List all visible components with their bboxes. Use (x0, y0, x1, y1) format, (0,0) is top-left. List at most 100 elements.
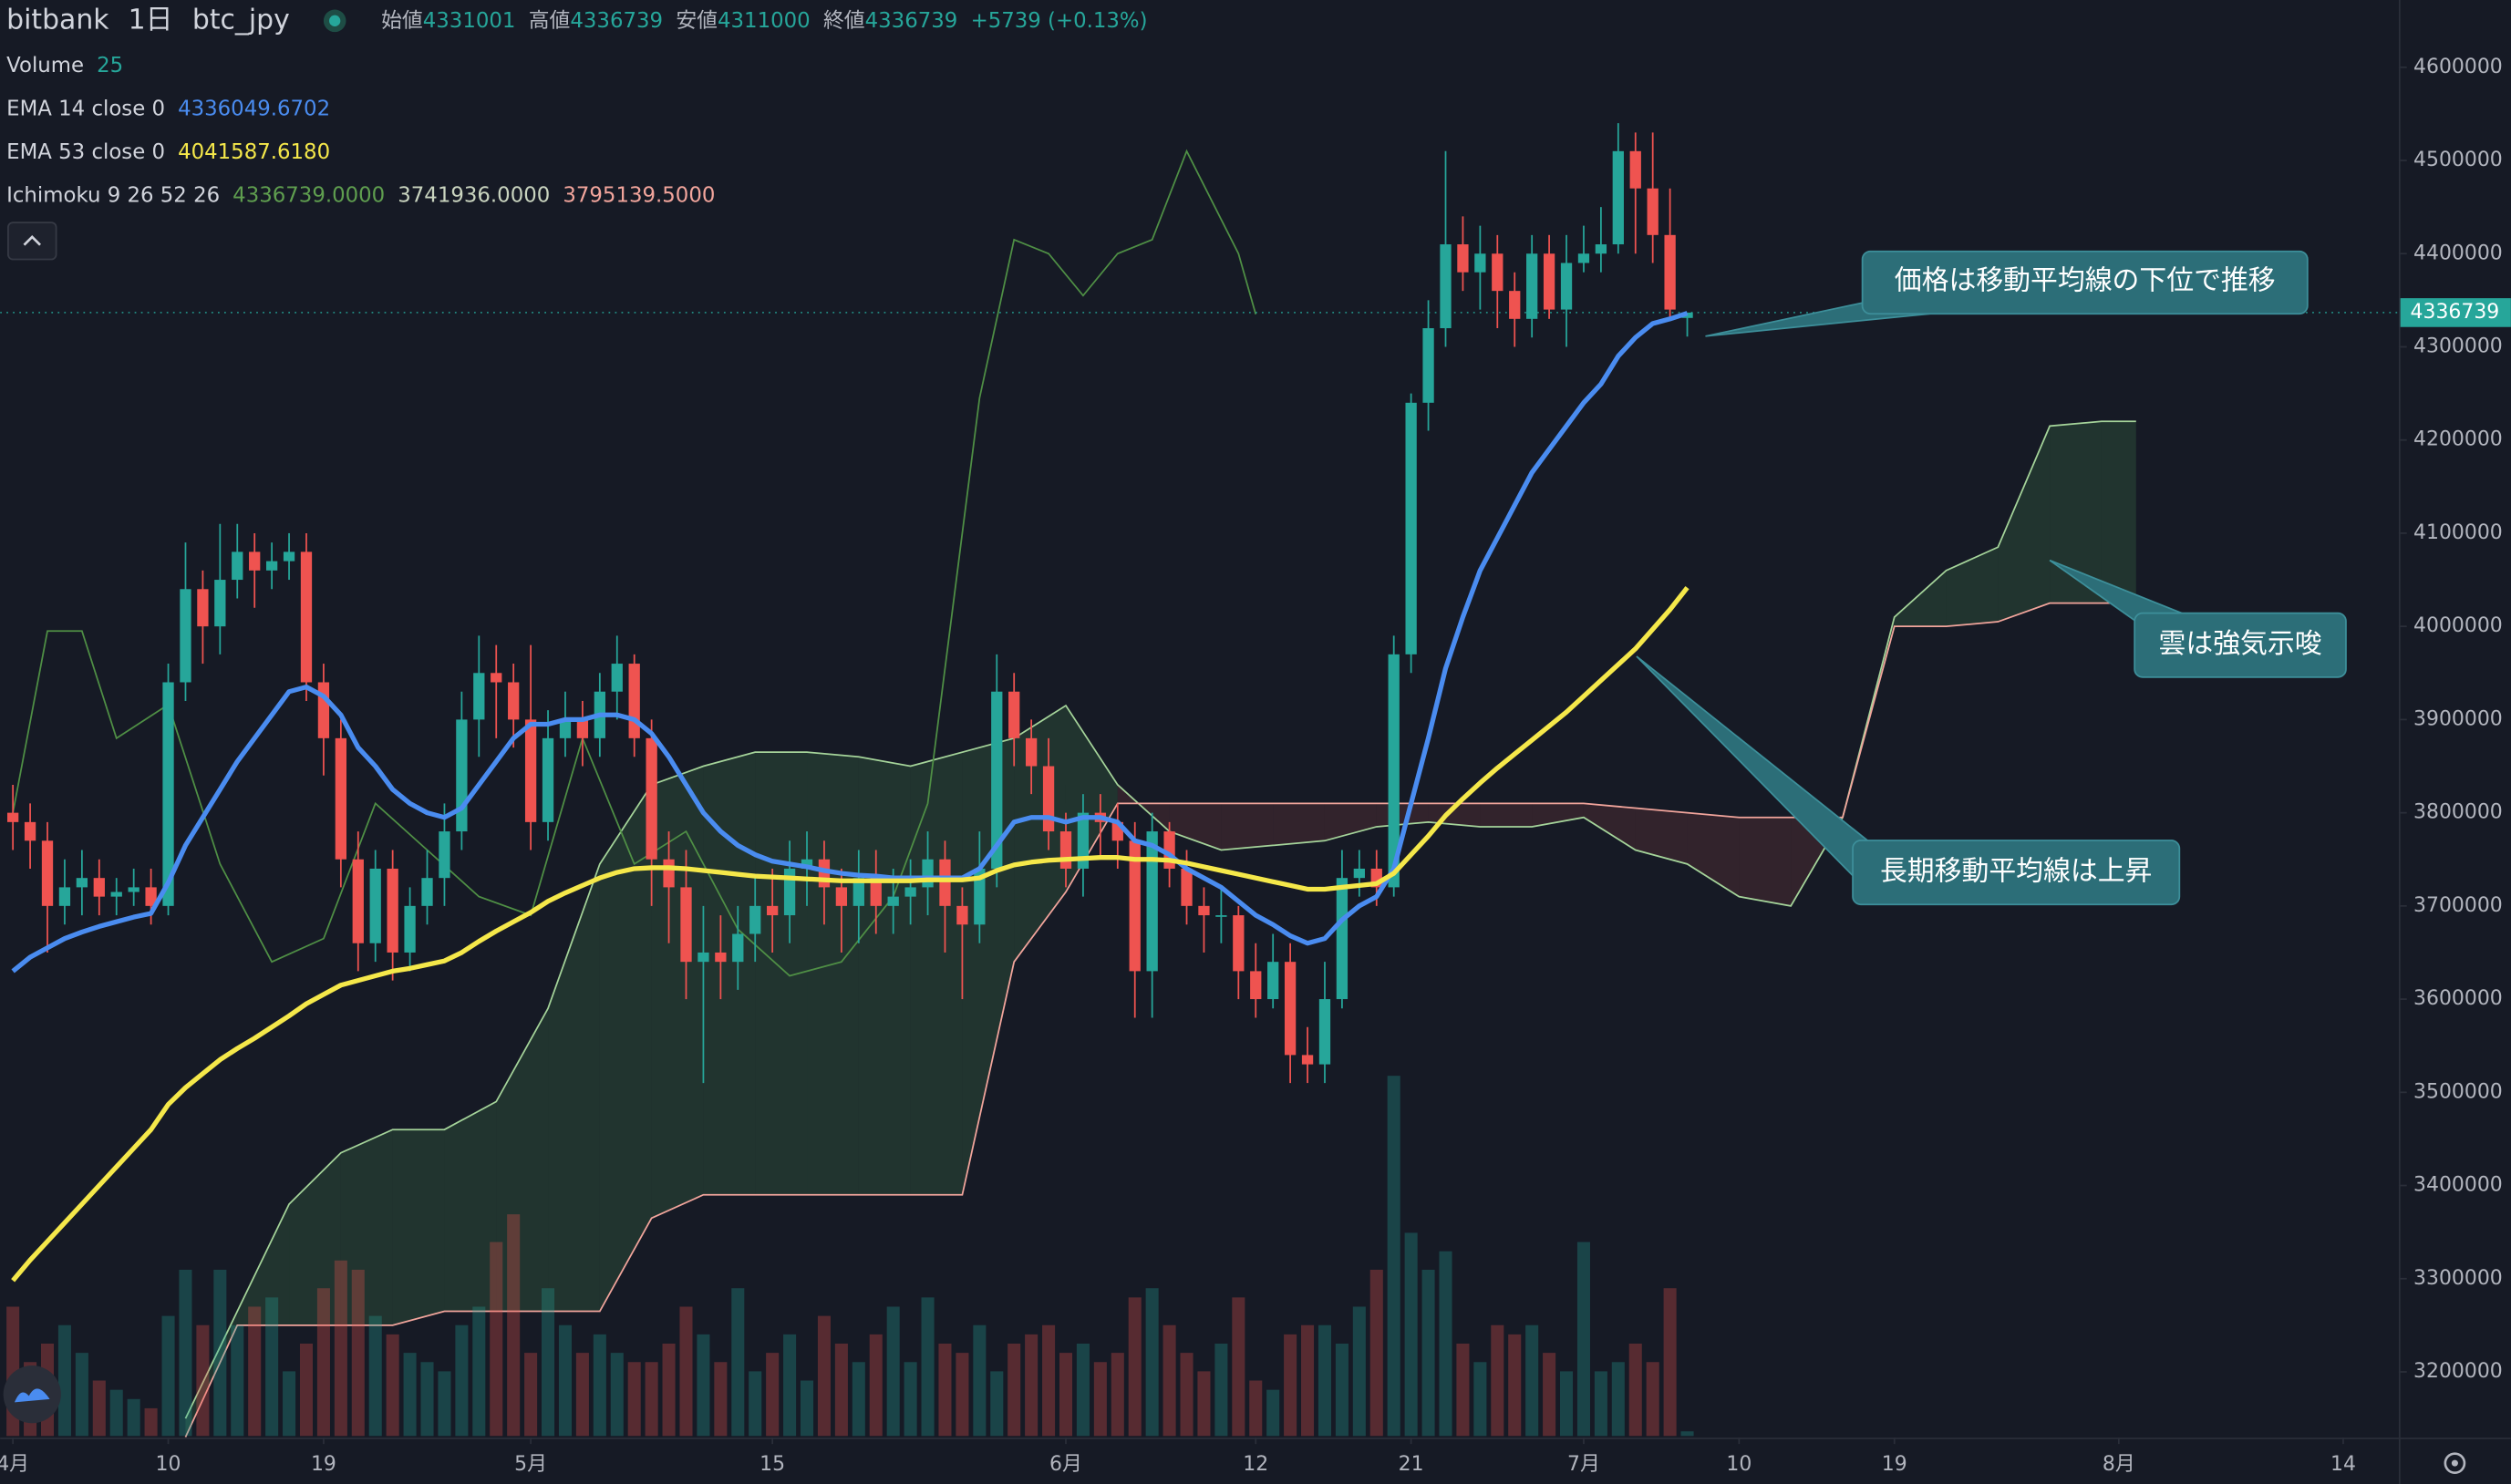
candle-body (1474, 253, 1486, 273)
candle-body (1629, 150, 1641, 189)
y-tick-label: 3200000 (2413, 1360, 2503, 1383)
volume-bar (1232, 1297, 1245, 1437)
candle-body (404, 905, 416, 953)
candle-body (24, 821, 36, 841)
ema-line (11, 311, 1689, 974)
candle-body (145, 887, 157, 906)
x-tick-label: 21 (1399, 1453, 1424, 1476)
candle-body (317, 682, 330, 738)
volume-bar (524, 1353, 538, 1437)
candle-body (1301, 1055, 1314, 1065)
volume-bar (1421, 1269, 1435, 1437)
symbol[interactable]: btc_jpy (192, 4, 290, 36)
y-tick-label: 4100000 (2413, 521, 2503, 544)
cloud-fill (1532, 803, 1584, 827)
cloud-fill (444, 1101, 497, 1312)
volume-bar (109, 1389, 123, 1437)
settings-icon[interactable] (2444, 1452, 2466, 1475)
y-tick-label: 3400000 (2413, 1174, 2503, 1197)
candle-body (1284, 962, 1297, 1056)
candle-body (1440, 244, 1452, 329)
volume-bar (1284, 1334, 1297, 1437)
candle-body (1577, 253, 1590, 263)
volume-bar (593, 1334, 606, 1437)
candle-body (1595, 244, 1607, 254)
volume-bar (800, 1380, 814, 1437)
candle-body (852, 878, 864, 906)
candle-body (991, 691, 1003, 869)
candle-body (1560, 263, 1573, 310)
volume-bar (662, 1343, 676, 1437)
candle-body (663, 859, 675, 888)
candle-body (680, 887, 692, 963)
candle-body (767, 905, 779, 916)
logo[interactable] (3, 1365, 61, 1424)
volume-bar (490, 1242, 503, 1437)
y-tick-label: 3900000 (2413, 707, 2503, 730)
volume-bar (766, 1353, 780, 1437)
cloud-fill (1894, 570, 1947, 627)
volume-bar (1576, 1242, 1590, 1437)
annotation-text: 雲は強気示唆 (2159, 628, 2322, 660)
candle-body (1318, 999, 1331, 1065)
volume-bar (403, 1353, 417, 1437)
cloud-fill (1480, 803, 1533, 827)
volume-bar (1042, 1324, 1056, 1437)
volume-bar (213, 1269, 227, 1437)
volume-bar (57, 1324, 71, 1437)
volume-bar (455, 1324, 469, 1437)
candle-body (1181, 868, 1193, 906)
volume-bar (1404, 1232, 1418, 1437)
candle-body (1526, 253, 1538, 319)
candle-body (491, 673, 502, 683)
x-tick-label: 10 (156, 1453, 181, 1476)
candle-body (1543, 253, 1555, 310)
cloud-fill (1169, 803, 1222, 850)
axes: 3200000 3300000 3400000 3500000 3600000 37000… (0, 56, 2511, 1476)
collapse-button[interactable] (7, 222, 57, 261)
legend-value: 3795139.5000 (563, 183, 715, 207)
y-tick-label: 4200000 (2413, 428, 2503, 451)
candle-body (197, 589, 209, 627)
candle-body (300, 551, 313, 683)
candle-body (732, 933, 744, 963)
y-tick-label: 4000000 (2413, 614, 2503, 637)
candle-body (646, 737, 657, 860)
ohlc-value: 4336739 (570, 8, 663, 32)
volume-bar (420, 1362, 434, 1437)
volume-bar (75, 1353, 88, 1437)
volume-bar (1369, 1269, 1383, 1437)
volume-bar (645, 1362, 658, 1437)
volume-bar (990, 1371, 1004, 1437)
volume-bar (1387, 1076, 1400, 1437)
legend-name: Ichimoku 9 26 52 26 (6, 183, 220, 207)
volume-bar (610, 1353, 624, 1437)
volume-bar (1473, 1362, 1487, 1437)
annotation: 雲は強気示唆 (2049, 559, 2347, 678)
volume-bar (869, 1334, 883, 1437)
volume-bar (938, 1343, 952, 1437)
cloud-fill (392, 1129, 445, 1325)
volume-bar (852, 1362, 865, 1437)
volume-bar (1111, 1353, 1124, 1437)
legend-value: 3741936.0000 (398, 183, 550, 207)
volume-bar (575, 1353, 589, 1437)
volume-bar (179, 1269, 192, 1437)
volume-bar (1197, 1371, 1211, 1437)
candle-body (1198, 905, 1210, 916)
x-tick-label: 14 (2330, 1453, 2356, 1476)
legend-row: Ichimoku 9 26 52 26 4336739.0000 3741936.0… (6, 183, 715, 207)
x-tick-label: 8月 (2103, 1453, 2135, 1476)
candle-body (180, 589, 191, 683)
ohlc-value: 4311000 (718, 8, 811, 32)
ohlc-value: 4331001 (423, 8, 516, 32)
interval[interactable]: 1日 (129, 4, 173, 36)
volume-bar (783, 1334, 797, 1437)
y-tick-label: 3300000 (2413, 1267, 2503, 1290)
x-tick-label: 5月 (514, 1453, 547, 1476)
volume-bar (438, 1371, 451, 1437)
candle-body (1336, 878, 1348, 1000)
candle-body (559, 719, 572, 738)
candle-body (110, 891, 122, 897)
candle-body (698, 952, 709, 963)
